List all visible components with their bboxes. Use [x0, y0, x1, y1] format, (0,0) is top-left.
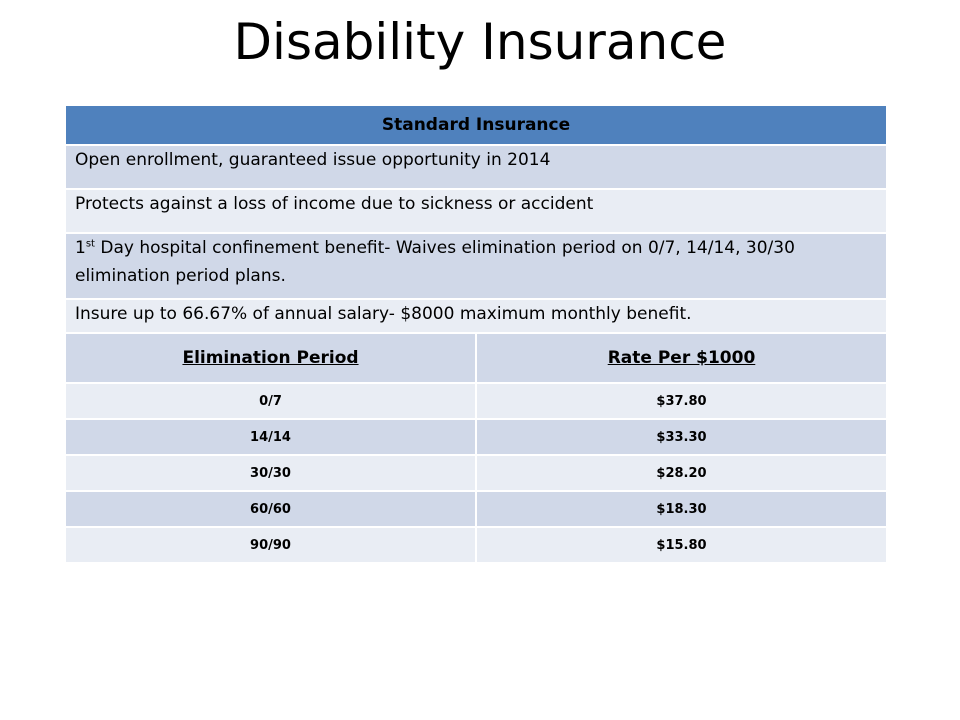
table-row: Protects against a loss of income due to… — [64, 188, 888, 234]
table-row: 1st Day hospital confinement benefit- Wa… — [64, 232, 888, 300]
ordinal-number: 1 — [75, 238, 86, 258]
rate-cell: $15.80 — [475, 526, 888, 564]
rate-row: 30/30 $28.20 — [64, 454, 888, 492]
description-cell: Protects against a loss of income due to… — [64, 188, 888, 234]
rate-row: 0/7 $37.80 — [64, 382, 888, 420]
table-row: Open enrollment, guaranteed issue opport… — [64, 144, 888, 190]
rate-cell: $18.30 — [475, 490, 888, 528]
column-header-rate: Rate Per $1000 — [475, 332, 888, 384]
rate-row: 14/14 $33.30 — [64, 418, 888, 456]
period-cell: 0/7 — [64, 382, 477, 420]
slide-title: Disability Insurance — [233, 13, 727, 71]
rate-header-row: Elimination Period Rate Per $1000 — [64, 332, 888, 384]
period-cell: 60/60 — [64, 490, 477, 528]
period-cell: 14/14 — [64, 418, 477, 456]
description-cell: Open enrollment, guaranteed issue opport… — [64, 144, 888, 190]
column-header-period: Elimination Period — [64, 332, 477, 384]
period-cell: 90/90 — [64, 526, 477, 564]
period-cell: 30/30 — [64, 454, 477, 492]
rate-row: 90/90 $15.80 — [64, 526, 888, 564]
ordinal-suffix: st — [85, 238, 95, 250]
table-row: Insure up to 66.67% of annual salary- $8… — [64, 298, 888, 334]
rate-cell: $33.30 — [475, 418, 888, 456]
description-cell: 1st Day hospital confinement benefit- Wa… — [64, 232, 888, 300]
table-header-row: Standard Insurance — [64, 104, 888, 146]
insurance-table: Standard Insurance Open enrollment, guar… — [64, 104, 888, 564]
rate-row: 60/60 $18.30 — [64, 490, 888, 528]
rate-cell: $37.80 — [475, 382, 888, 420]
rate-cell: $28.20 — [475, 454, 888, 492]
description-text: Day hospital confinement benefit- Waives… — [75, 238, 795, 286]
description-cell: Insure up to 66.67% of annual salary- $8… — [64, 298, 888, 334]
table-header: Standard Insurance — [64, 104, 888, 146]
